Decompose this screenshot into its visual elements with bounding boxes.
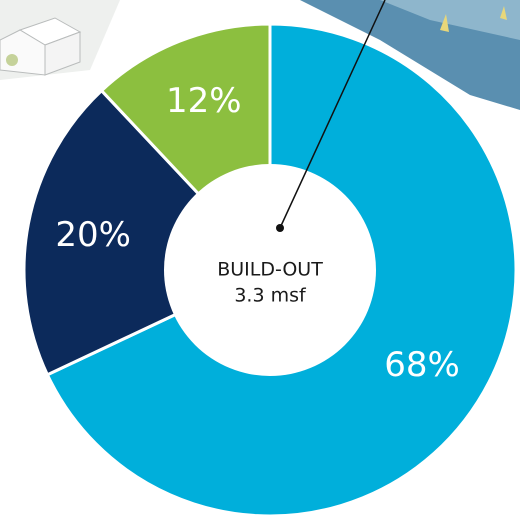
- center-title: BUILD-OUT: [217, 259, 323, 281]
- background-illustration: [0, 0, 520, 110]
- illustration-sail: [440, 14, 449, 32]
- center-value: 3.3 msf: [234, 285, 307, 307]
- pointer-dot: [276, 224, 284, 232]
- illustration-tree: [6, 54, 18, 66]
- slice-label: 20%: [55, 215, 131, 255]
- illustration-water-light: [380, 0, 520, 40]
- donut-hole: [164, 164, 376, 376]
- slice-label: 12%: [166, 81, 242, 121]
- illustration-sail: [500, 6, 507, 20]
- slice: [22, 88, 273, 377]
- pointer-line: [279, 0, 386, 229]
- slice-label: 68%: [384, 345, 460, 385]
